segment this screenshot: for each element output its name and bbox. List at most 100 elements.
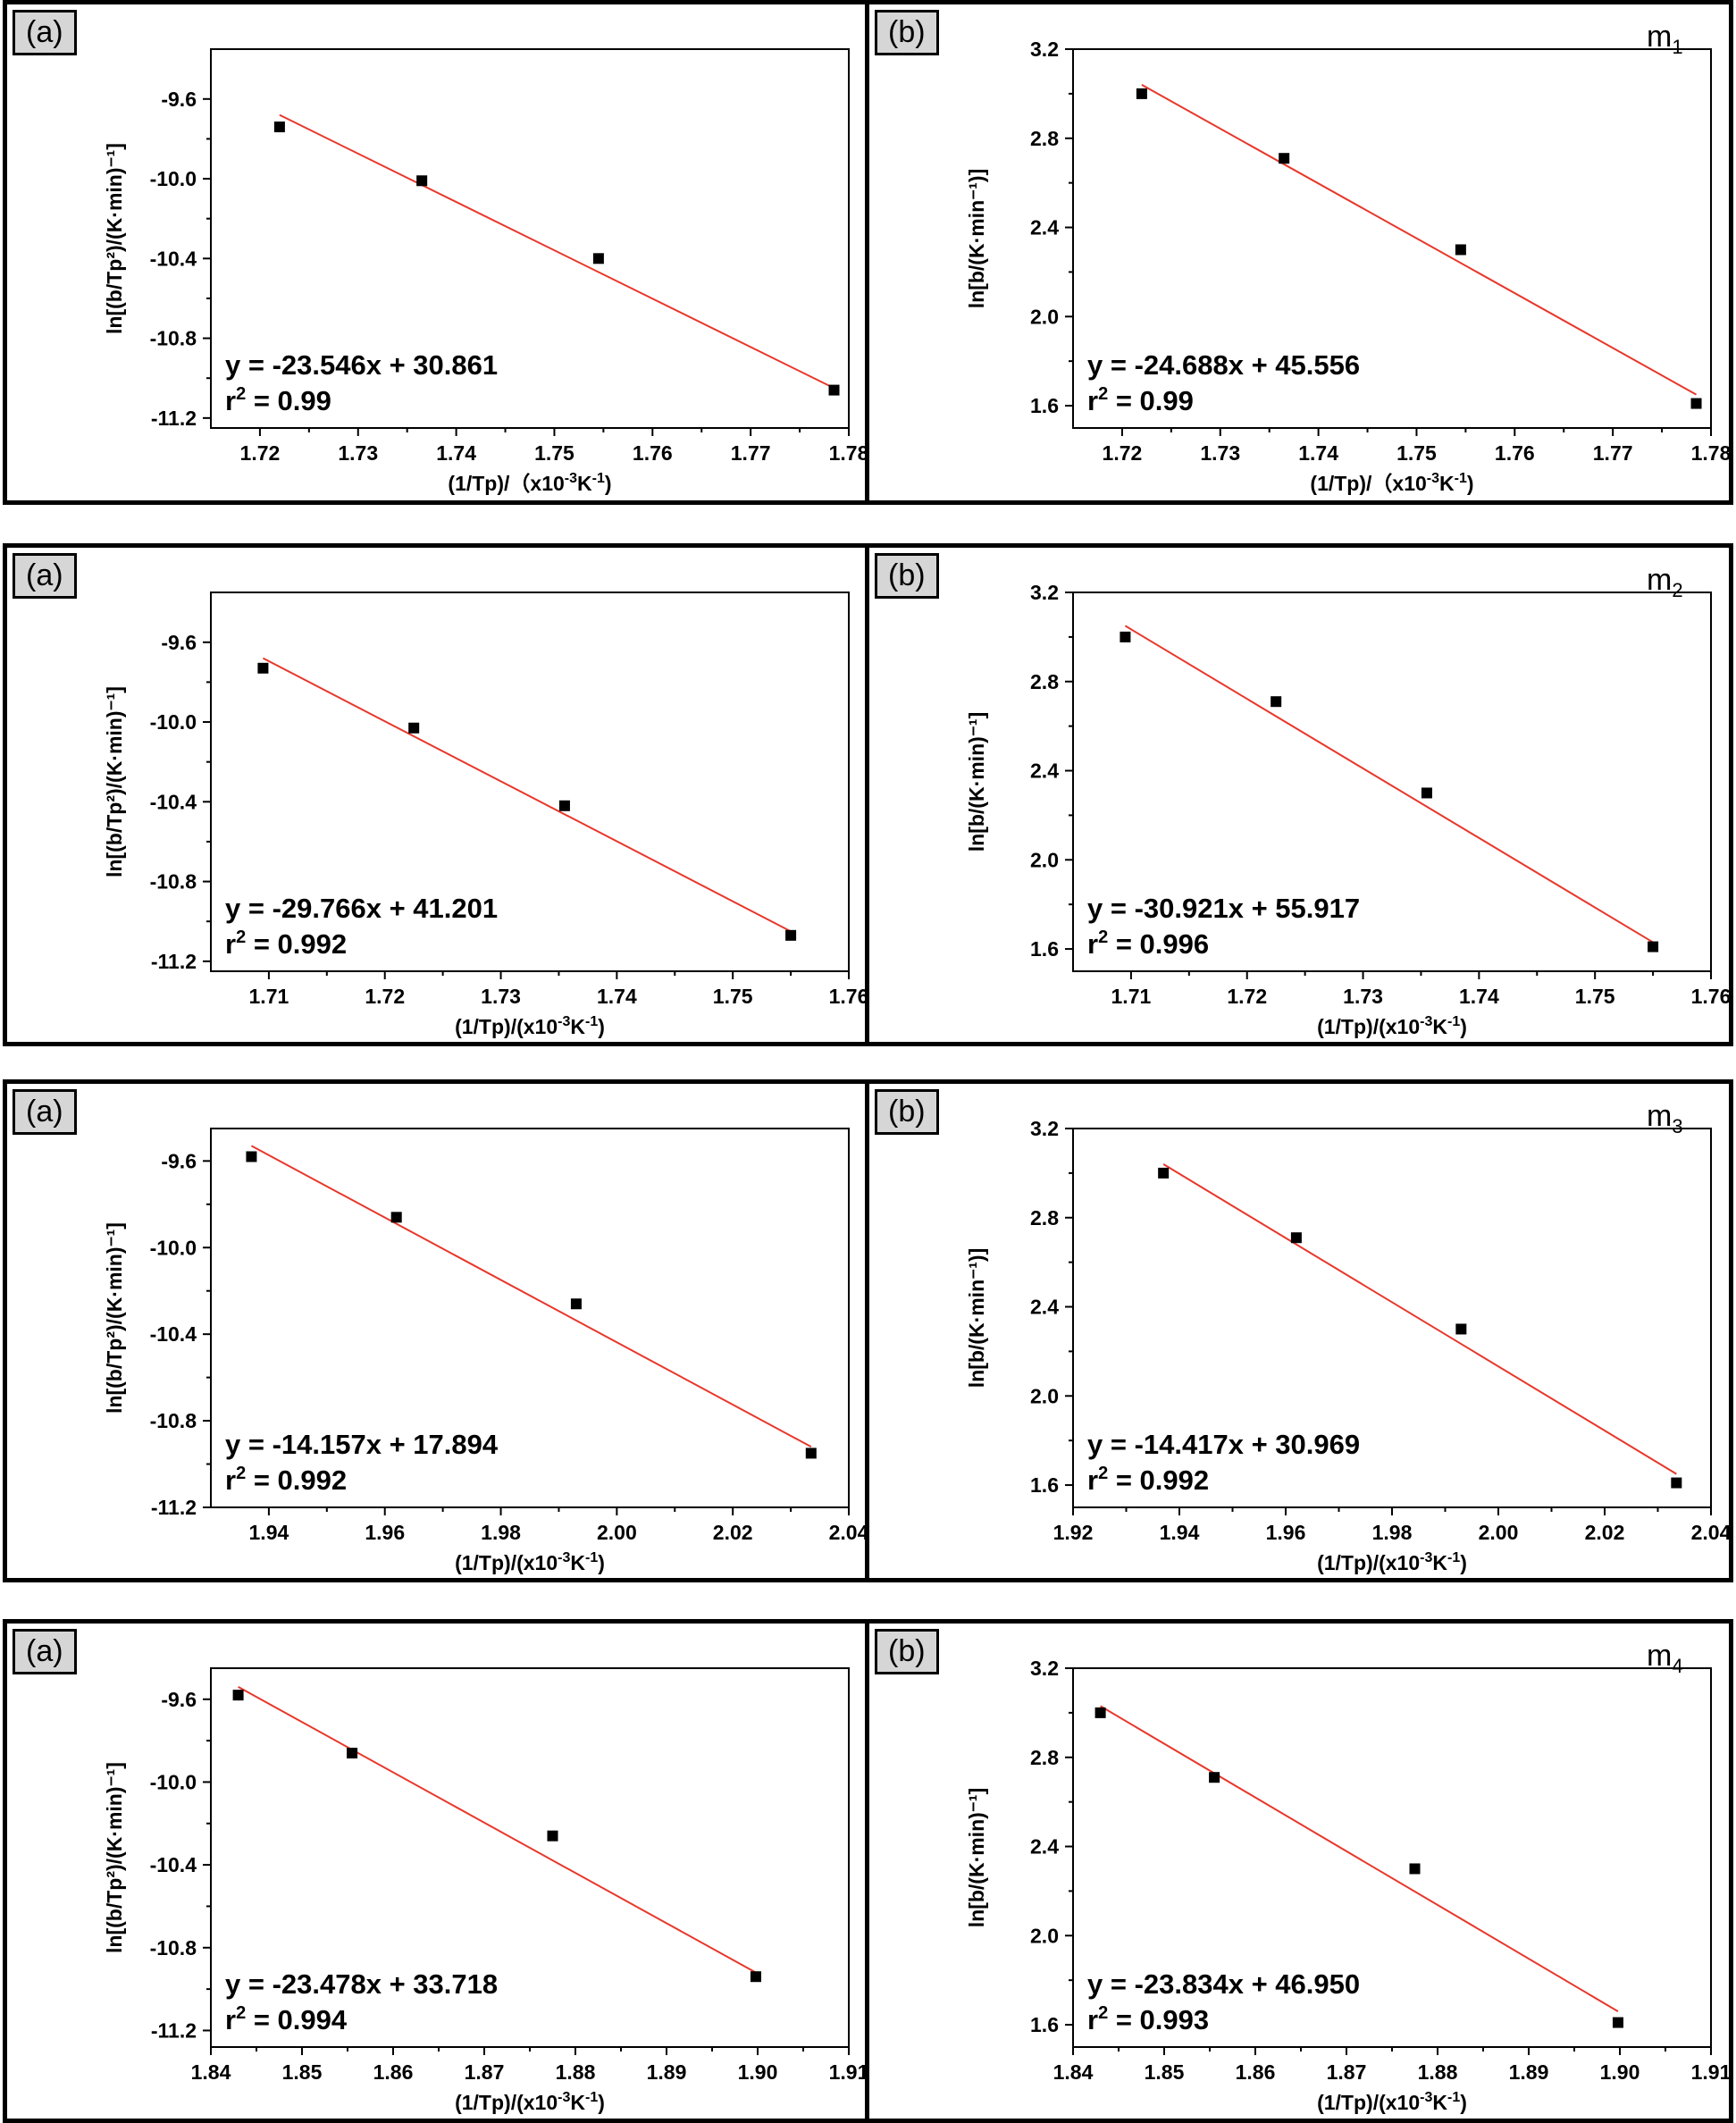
x-tick-label: 1.84	[1053, 2060, 1094, 2084]
x-tick-label: 1.72	[365, 985, 405, 1008]
y-tick-label: 1.6	[1030, 937, 1059, 961]
y-tick-label: -10.4	[150, 247, 197, 270]
fit-equation: y = -29.766x + 41.201	[225, 893, 498, 924]
data-point	[416, 175, 428, 187]
x-tick-label: 1.72	[240, 441, 281, 465]
plot-frame	[1072, 48, 1712, 429]
x-axis-title-part: -3	[558, 1550, 570, 1565]
fit-line	[238, 1685, 757, 1974]
x-axis-title-part: -3	[1427, 471, 1439, 486]
data-point	[1136, 88, 1147, 99]
y-tick-label: -9.6	[161, 88, 197, 111]
series-tag: m2	[1647, 563, 1683, 602]
fit-equation: y = -23.478x + 33.718	[225, 1968, 498, 2000]
y-tick-label: 2.8	[1030, 127, 1059, 150]
x-tick-label: 1.76	[633, 441, 673, 465]
x-axis-title-part: (1/Tp)/(x10	[455, 1551, 558, 1574]
r-squared: r2 = 0.992	[225, 927, 347, 960]
x-axis-title-part: K	[1432, 1015, 1447, 1038]
r-squared: r2 = 0.996	[1087, 927, 1209, 960]
fit-line	[1100, 1705, 1619, 2012]
data-point	[1279, 153, 1290, 164]
data-point	[1690, 398, 1702, 409]
y-tick-label: 3.2	[1030, 1657, 1059, 1680]
x-tick-label: 1.86	[373, 2060, 414, 2084]
y-tick-label: 2.0	[1030, 1924, 1059, 1947]
chart-svg: 1.71 1.72 1.73 1.74 1.75 1.76 -11.2 -10.8 -10.4 -…	[103, 592, 868, 1038]
y-tick-label: -10.8	[150, 1409, 197, 1432]
x-tick-label: 2.00	[597, 1521, 637, 1544]
data-point	[570, 1298, 582, 1310]
panel-divider	[865, 1619, 869, 2123]
x-tick-label: 1.78	[829, 441, 869, 465]
r-squared-value: = 0.996	[1108, 928, 1209, 960]
r-squared-value: = 0.99	[246, 385, 331, 416]
data-point	[273, 122, 285, 133]
fit-line	[262, 657, 792, 933]
series-tag: m3	[1647, 1099, 1683, 1138]
y-tick-label: -10.4	[150, 1853, 197, 1876]
x-tick-label: 1.89	[647, 2060, 687, 2084]
x-axis-title-part: K	[577, 472, 592, 495]
x-axis-title-part: -1	[585, 1014, 598, 1029]
r-squared: r2 = 0.993	[1087, 2003, 1209, 2035]
fit-line	[1162, 1163, 1677, 1475]
chart-panel: (a) 1.72 1.73 1.74 1.75 1.76 1.77 1.78 -11.2 -10.…	[7, 4, 874, 500]
panel-label: (a)	[13, 1629, 77, 1675]
data-point	[390, 1212, 402, 1223]
x-tick-label: 1.71	[1111, 985, 1152, 1008]
data-point	[1409, 1863, 1421, 1875]
x-axis-title-part: (1/Tp)/（x10	[448, 472, 564, 495]
y-tick-label: 2.0	[1030, 848, 1059, 871]
data-point	[1094, 1707, 1106, 1718]
x-tick-label: 1.74	[1298, 441, 1338, 465]
data-point	[828, 384, 840, 396]
x-axis-title: (1/Tp)/(x10-3K-1)	[1317, 1014, 1467, 1038]
x-tick-label: 1.77	[731, 441, 771, 465]
y-tick-label: -10.8	[150, 1936, 197, 1959]
x-axis-title: (1/Tp)/(x10-3K-1)	[455, 2090, 605, 2114]
x-axis-title: (1/Tp)/（x10-3K-1)	[1310, 471, 1473, 495]
x-axis-title-part: )	[1460, 2091, 1467, 2114]
x-tick-label: 1.88	[1418, 2060, 1458, 2084]
x-tick-label: 1.73	[338, 441, 378, 465]
fit-line	[279, 113, 834, 390]
series-tag-sub: 4	[1672, 1654, 1683, 1677]
r-squared: r2 = 0.992	[1087, 1464, 1209, 1496]
panel-label: (b)	[875, 10, 939, 56]
fit-equation: y = -14.157x + 17.894	[225, 1429, 499, 1460]
panel-label: (b)	[875, 1629, 939, 1675]
panel-label: (b)	[875, 553, 939, 600]
x-tick-label: 1.75	[713, 985, 753, 1008]
fit-equation: y = -23.834x + 46.950	[1087, 1968, 1360, 2000]
x-axis-title-part: K	[1432, 2091, 1447, 2114]
x-tick-label: 1.72	[1227, 985, 1267, 1008]
x-tick-label: 2.00	[1479, 1521, 1519, 1544]
y-axis-title: ln[(b/Tp²)/(K·min)⁻¹]	[103, 1222, 126, 1414]
x-axis-title-part: )	[598, 1015, 605, 1038]
plot-frame	[210, 1128, 850, 1508]
y-tick-label: -10.4	[150, 1322, 197, 1346]
data-point	[1648, 941, 1659, 952]
data-point	[750, 1971, 761, 1983]
x-tick-label: 1.75	[534, 441, 574, 465]
panel-label: (a)	[13, 10, 77, 56]
chart-panel: (a) 1.84 1.85 1.86 1.87 1.88 1.89 1.90 1.91 -11.2…	[7, 1624, 874, 2119]
x-axis-title-part: (1/Tp)/(x10	[1317, 1015, 1420, 1038]
r-squared-base: r	[1087, 385, 1098, 416]
y-tick-label: 2.0	[1030, 305, 1059, 328]
x-tick-label: 1.86	[1236, 2060, 1276, 2084]
series-tag: m4	[1647, 1639, 1683, 1678]
panel-label: (a)	[13, 553, 77, 600]
r-squared-value: = 0.992	[246, 928, 347, 960]
x-tick-label: 1.72	[1103, 441, 1143, 465]
y-tick-label: -11.2	[151, 407, 197, 430]
panel-label: (a)	[13, 1089, 77, 1136]
fit-equation: y = -14.417x + 30.969	[1087, 1429, 1360, 1460]
r-squared: r2 = 0.99	[1087, 384, 1194, 416]
y-tick-label: -9.6	[161, 631, 197, 654]
x-axis-title-part: )	[605, 472, 612, 495]
x-axis-title-part: (1/Tp)/(x10	[455, 2091, 558, 2114]
y-tick-label: 2.0	[1030, 1384, 1059, 1407]
x-axis-title-part: (1/Tp)/（x10	[1310, 472, 1426, 495]
